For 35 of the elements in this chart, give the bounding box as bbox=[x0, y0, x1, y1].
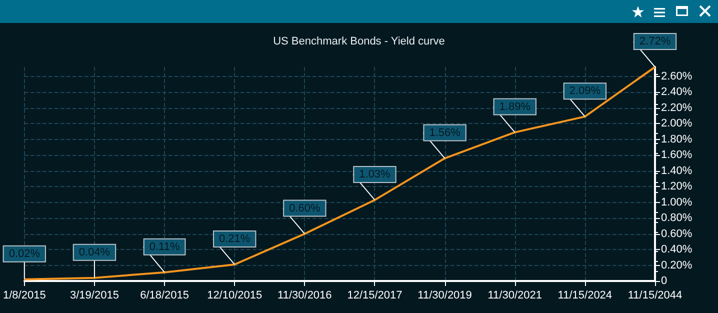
y-tick-label: 1.40% bbox=[661, 164, 692, 177]
y-tick-label: 0.40% bbox=[661, 244, 692, 256]
y-tick-label: 2.60% bbox=[661, 70, 692, 82]
y-tick-label: 0.20% bbox=[661, 259, 692, 272]
data-label: 1.89% bbox=[499, 100, 531, 113]
data-label: 1.56% bbox=[429, 126, 461, 139]
y-tick-label: 1.00% bbox=[661, 196, 692, 208]
x-tick-label: 11/15/2044 bbox=[628, 290, 682, 302]
data-label: 0.21% bbox=[219, 232, 250, 245]
x-tick-label: 11/15/2024 bbox=[558, 290, 612, 302]
data-label: 0.60% bbox=[289, 202, 320, 214]
x-tick-label: 6/18/2015 bbox=[140, 290, 190, 302]
x-tick-label: 12/15/2017 bbox=[347, 290, 402, 302]
x-tick-label: 1/8/2015 bbox=[2, 290, 46, 302]
x-tick-label: 11/30/2019 bbox=[418, 290, 472, 302]
y-tick-label: 0.80% bbox=[661, 212, 692, 224]
y-tick-label: 1.60% bbox=[661, 149, 692, 162]
y-tick-label: 1.80% bbox=[661, 133, 692, 146]
y-tick-label: 0 bbox=[661, 275, 668, 287]
x-tick-label: 12/10/2015 bbox=[207, 290, 262, 302]
y-tick-label: 2.20% bbox=[661, 102, 692, 114]
chart-title: US Benchmark Bonds - Yield curve bbox=[273, 36, 445, 48]
data-label: 2.09% bbox=[569, 85, 601, 98]
data-label: 0.11% bbox=[149, 240, 180, 253]
data-label: 1.03% bbox=[359, 168, 391, 180]
y-tick-label: 2.00% bbox=[661, 118, 692, 130]
x-tick-label: 11/30/2016 bbox=[278, 290, 332, 302]
x-tick-label: 3/19/2015 bbox=[70, 290, 119, 302]
data-label: 2.72% bbox=[639, 36, 671, 48]
x-tick-label: 11/30/2021 bbox=[488, 290, 542, 302]
y-tick-label: 1.20% bbox=[661, 180, 692, 193]
data-label: 0.04% bbox=[78, 246, 110, 258]
y-tick-label: 2.40% bbox=[661, 86, 692, 98]
data-label: 0.02% bbox=[8, 248, 40, 260]
y-tick-label: 0.60% bbox=[661, 228, 692, 240]
